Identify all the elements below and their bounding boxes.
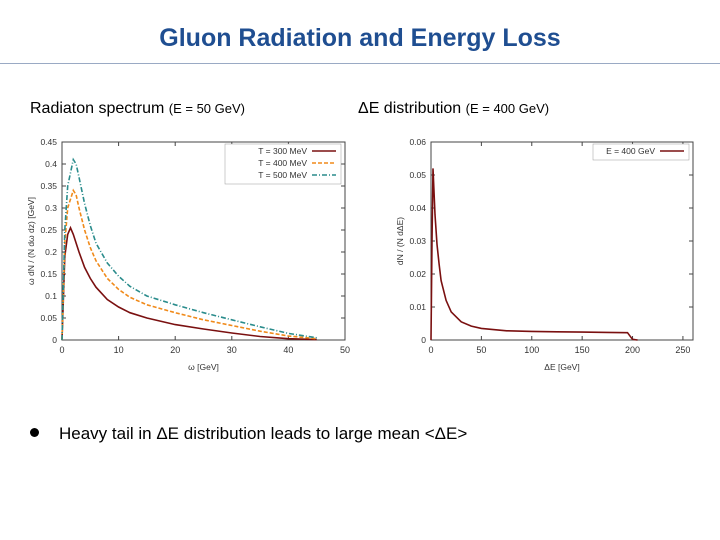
legend-box — [592, 143, 690, 161]
y-tick-label: 0.35 — [40, 181, 57, 191]
x-tick-label: 0 — [428, 345, 433, 355]
y-tick-label: 0.01 — [409, 302, 426, 312]
y-tick-label: 0 — [421, 335, 426, 345]
series-line — [430, 168, 638, 341]
title-rule — [0, 63, 720, 64]
x-tick-label: 200 — [625, 345, 640, 355]
x-tick-label: 150 — [575, 345, 590, 355]
right-subtitle: ΔE distribution (E = 400 GeV) — [358, 100, 549, 118]
series-line — [61, 225, 317, 341]
y-tick-label: 0.15 — [40, 269, 57, 279]
x-tick-label: 0 — [59, 345, 64, 355]
series-line — [61, 188, 317, 341]
bullet-text: Heavy tail in ΔE distribution leads to l… — [59, 424, 468, 443]
y-tick-label: 0.02 — [409, 269, 426, 279]
y-tick-label: 0.05 — [409, 170, 426, 180]
y-tick-label: 0.06 — [409, 137, 426, 147]
y-tick-label: 0.4 — [45, 159, 57, 169]
right-subtitle-energy: (E = 400 GeV) — [465, 101, 550, 116]
x-tick-label: 40 — [283, 345, 293, 355]
x-axis-label: ΔE [GeV] — [544, 362, 579, 372]
energy-loss-chart: 0 50 100 150 200 250 0 0.01 0.02 0.03 0.04 0.05 0.06… — [395, 137, 694, 372]
x-tick-label: 100 — [524, 345, 539, 355]
y-axis-label: ω dN / (N dω dz) [GeV] — [26, 197, 36, 285]
x-tick-label: 20 — [170, 345, 180, 355]
y-tick-label: 0.25 — [40, 225, 57, 235]
y-tick-label: 0.05 — [40, 313, 57, 323]
y-tick-label: 0.03 — [409, 236, 426, 246]
legend-label: E = 400 GeV — [606, 146, 655, 156]
legend-label: T = 300 MeV — [258, 146, 307, 156]
left-subtitle-energy: (E = 50 GeV) — [168, 101, 245, 116]
y-tick-label: 0.3 — [45, 203, 57, 213]
y-tick-label: 0.1 — [45, 291, 57, 301]
y-tick-label: 0.2 — [45, 247, 57, 257]
legend-label: T = 400 MeV — [258, 158, 307, 168]
x-tick-label: 50 — [476, 345, 486, 355]
y-tick-label: 0.45 — [40, 137, 57, 147]
x-axis-label: ω [GeV] — [188, 362, 219, 372]
bullet-dot — [30, 428, 39, 438]
slide-title: Gluon Radiation and Energy Loss — [159, 24, 561, 52]
y-tick-label: 0 — [52, 335, 57, 345]
x-tick-label: 50 — [340, 345, 350, 355]
bullet-point: Heavy tail in ΔE distribution leads to l… — [30, 424, 467, 444]
x-tick-label: 10 — [114, 345, 124, 355]
left-subtitle: Radiaton spectrum (E = 50 GeV) — [30, 100, 245, 118]
right-subtitle-main: ΔE distribution — [358, 100, 462, 117]
y-tick-label: 0.04 — [409, 203, 426, 213]
radiation-spectrum-chart: 0 10 20 30 40 50 0 0.05 0.1 0.15 0.2 0.25 0.3 0.35 0.4… — [26, 137, 350, 372]
y-axis-label: dN / (N dΔE) — [395, 217, 405, 265]
plot-frame — [430, 141, 694, 341]
left-subtitle-main: Radiaton spectrum — [30, 100, 165, 117]
x-tick-label: 250 — [675, 345, 690, 355]
x-tick-label: 30 — [227, 345, 237, 355]
legend-label: T = 500 MeV — [258, 170, 307, 180]
series-line — [61, 157, 317, 341]
